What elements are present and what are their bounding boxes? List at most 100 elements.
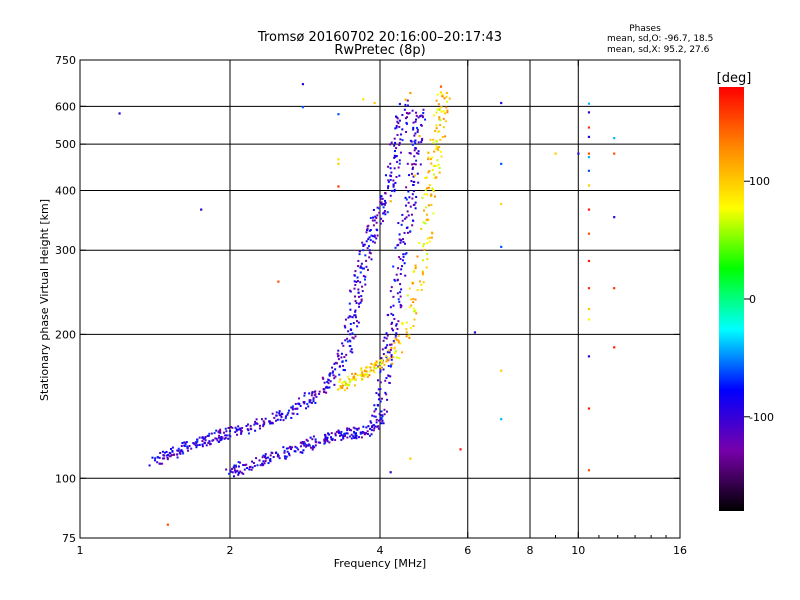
echo-dot (349, 345, 352, 348)
echo-dot (314, 401, 317, 404)
echo-dot (374, 362, 377, 365)
echo-dot (404, 253, 407, 256)
echo-dot (368, 236, 371, 239)
echo-dot (390, 347, 393, 350)
echo-dot (425, 266, 428, 269)
echo-dot (415, 312, 418, 315)
echo-dot (401, 219, 404, 222)
echo-dot (322, 391, 325, 394)
echo-dot (389, 167, 392, 170)
echo-dot (392, 179, 395, 182)
echo-dot (413, 149, 416, 152)
echo-dot (396, 327, 399, 330)
echo-dot (395, 324, 398, 327)
scatter-point (418, 135, 421, 138)
echo-dot (414, 265, 417, 268)
echo-dot (346, 432, 349, 435)
scatter-point (587, 469, 591, 472)
echo-dot (393, 188, 396, 191)
echo-dot (445, 95, 448, 98)
echo-dot (256, 464, 259, 467)
echo-dot (395, 126, 398, 129)
echo-dot (383, 203, 386, 206)
echo-dot (373, 404, 376, 407)
echo-dot (365, 426, 368, 429)
echo-dot (397, 122, 400, 125)
echo-dot (359, 271, 362, 274)
echo-dot (382, 206, 385, 209)
echo-dot (198, 436, 201, 439)
echo-dot (310, 401, 313, 404)
echo-dot (366, 430, 369, 433)
echo-dot (331, 371, 334, 374)
echo-dot (327, 379, 330, 382)
echo-dot (397, 335, 400, 338)
scatter-point (577, 152, 580, 155)
echo-dot (217, 440, 220, 443)
echo-dot (299, 445, 302, 448)
echo-dot (204, 439, 207, 442)
echo-dot (424, 118, 427, 121)
scatter-point (337, 185, 340, 188)
echo-dot (386, 410, 389, 413)
echo-dot (438, 166, 441, 169)
echo-dot (413, 155, 416, 158)
echo-dot (406, 99, 409, 102)
echo-dot (262, 460, 265, 463)
echo-dot (428, 240, 431, 243)
echo-dot (223, 431, 226, 434)
echo-dot (348, 427, 351, 430)
echo-dot (353, 314, 356, 317)
echo-dot (417, 181, 420, 184)
echo-dot (351, 336, 354, 339)
echo-dot (399, 291, 402, 294)
echo-dot (386, 334, 389, 337)
echo-dot (201, 439, 204, 442)
echo-dot (426, 257, 429, 260)
echo-dot (338, 373, 341, 376)
echo-dot (401, 265, 404, 268)
echo-dot (361, 374, 364, 377)
echo-dot (236, 469, 239, 472)
echo-dot (311, 448, 314, 451)
scatter-point (587, 355, 591, 358)
echo-dot (354, 436, 357, 439)
echo-dot (389, 194, 392, 197)
echo-dot (243, 468, 246, 471)
echo-dot (421, 196, 424, 199)
echo-dot (446, 100, 449, 103)
echo-dot (436, 146, 439, 149)
scatter-point (587, 169, 591, 172)
echo-dot (187, 449, 190, 452)
echo-dot (429, 158, 432, 161)
echo-dot (366, 229, 369, 232)
echo-dot (237, 472, 240, 475)
echo-dot (280, 416, 283, 419)
echo-dot (313, 394, 316, 397)
echo-dot (404, 217, 407, 220)
echo-dot (309, 436, 312, 439)
echo-dot (183, 441, 186, 444)
echo-dot (366, 227, 369, 230)
echo-dot (224, 427, 227, 430)
scatter-point (500, 162, 503, 165)
echo-dot (441, 95, 444, 98)
scatter-point (587, 208, 591, 211)
echo-dot (338, 387, 341, 390)
echo-dot (278, 410, 281, 413)
colorbar-unit-label: [deg] (717, 71, 752, 86)
echo-dot (255, 457, 258, 460)
x-tick-label: 8 (527, 544, 534, 557)
echo-dot (342, 435, 345, 438)
echo-dot (342, 380, 345, 383)
echo-dot (239, 461, 242, 464)
echo-dot (350, 348, 353, 351)
echo-dot (390, 343, 393, 346)
echo-dot (224, 436, 227, 439)
echo-dot (405, 121, 408, 124)
trace-layer (148, 91, 451, 478)
echo-dot (364, 432, 367, 435)
echo-dot (348, 289, 351, 292)
echo-dot (166, 456, 169, 459)
echo-dot (341, 360, 344, 363)
